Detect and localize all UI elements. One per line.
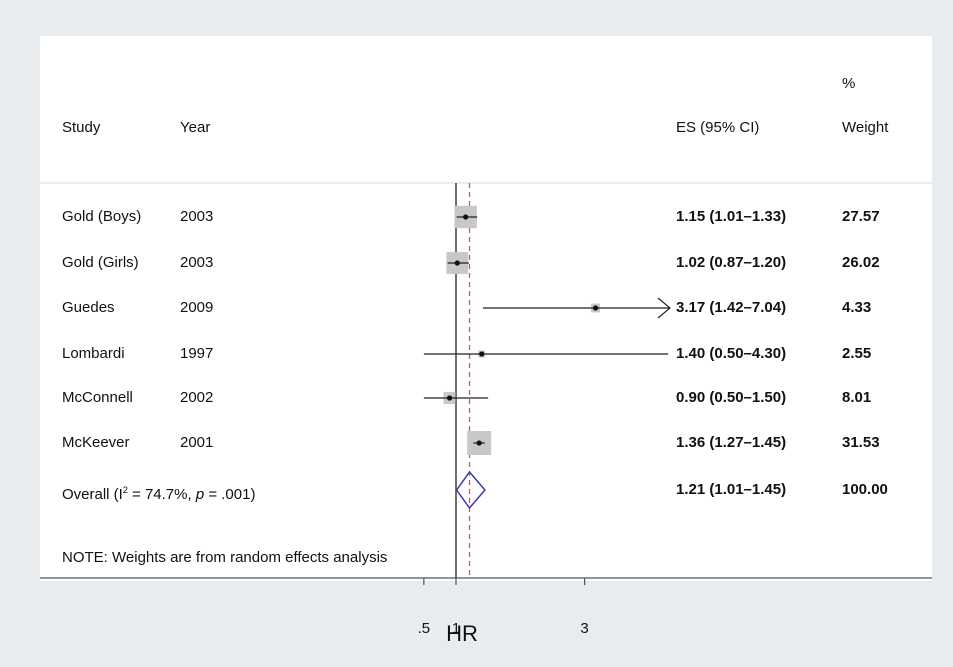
study-weight: 31.53 — [842, 434, 880, 451]
overall-label-prefix: Overall (I — [62, 486, 123, 503]
study-es: 3.17 (1.42–7.04) — [676, 299, 787, 316]
study-es: 0.90 (0.50–1.50) — [676, 389, 787, 406]
study-year: 2009 — [180, 299, 214, 316]
overall-es: 1.21 (1.01–1.45) — [676, 481, 787, 498]
header-year: Year — [180, 119, 211, 136]
point-estimate — [463, 214, 469, 220]
overall-label-mid: = 74.7%, — [127, 486, 196, 503]
overall-label-sup: 2 — [122, 485, 128, 495]
study-name: Gold (Boys) — [62, 208, 142, 225]
ci-arrow — [657, 297, 671, 319]
study-name: Guedes — [62, 299, 115, 316]
overall-label-p: p — [195, 486, 205, 503]
note-text: NOTE: Weights are from random effects an… — [62, 549, 388, 566]
study-name: McConnell — [62, 389, 133, 406]
x-tick-label: 1 — [451, 620, 461, 637]
point-estimate — [454, 260, 460, 266]
study-year: 1997 — [180, 345, 214, 362]
study-es: 1.15 (1.01–1.33) — [676, 208, 787, 225]
study-es: 1.40 (0.50–4.30) — [676, 345, 787, 362]
x-tick-label: 3 — [580, 620, 589, 637]
header-weight: Weight — [842, 119, 889, 136]
header-es: ES (95% CI) — [676, 119, 760, 136]
point-estimate — [479, 351, 485, 357]
study-weight: 27.57 — [842, 208, 880, 225]
study-name: McKeever — [62, 434, 130, 451]
study-es: 1.36 (1.27–1.45) — [676, 434, 787, 451]
study-es: 1.02 (0.87–1.20) — [676, 254, 787, 271]
x-tick-label: .5 — [417, 620, 431, 637]
point-estimate — [476, 440, 482, 446]
study-year: 2001 — [180, 434, 214, 451]
overall-label: Overall (I2 = 74.7%, p = .001) — [62, 481, 255, 504]
point-estimate — [592, 305, 599, 311]
header-weight-pct: % — [842, 75, 856, 92]
point-estimate — [446, 395, 453, 401]
study-weight: 4.33 — [842, 299, 872, 316]
study-weight: 26.02 — [842, 254, 880, 271]
study-weight: 2.55 — [842, 345, 872, 362]
study-year: 2002 — [180, 389, 214, 406]
overall-diamond — [455, 470, 486, 510]
study-name: Gold (Girls) — [62, 254, 139, 271]
study-name: Lombardi — [62, 345, 125, 362]
study-year: 2003 — [180, 208, 214, 225]
header-study: Study — [62, 119, 101, 136]
x-axis-label: HR — [446, 621, 478, 646]
study-weight: 8.01 — [842, 389, 872, 406]
overall-weight: 100.00 — [842, 481, 888, 498]
study-year: 2003 — [180, 254, 214, 271]
overall-label-end: = .001) — [204, 486, 256, 503]
